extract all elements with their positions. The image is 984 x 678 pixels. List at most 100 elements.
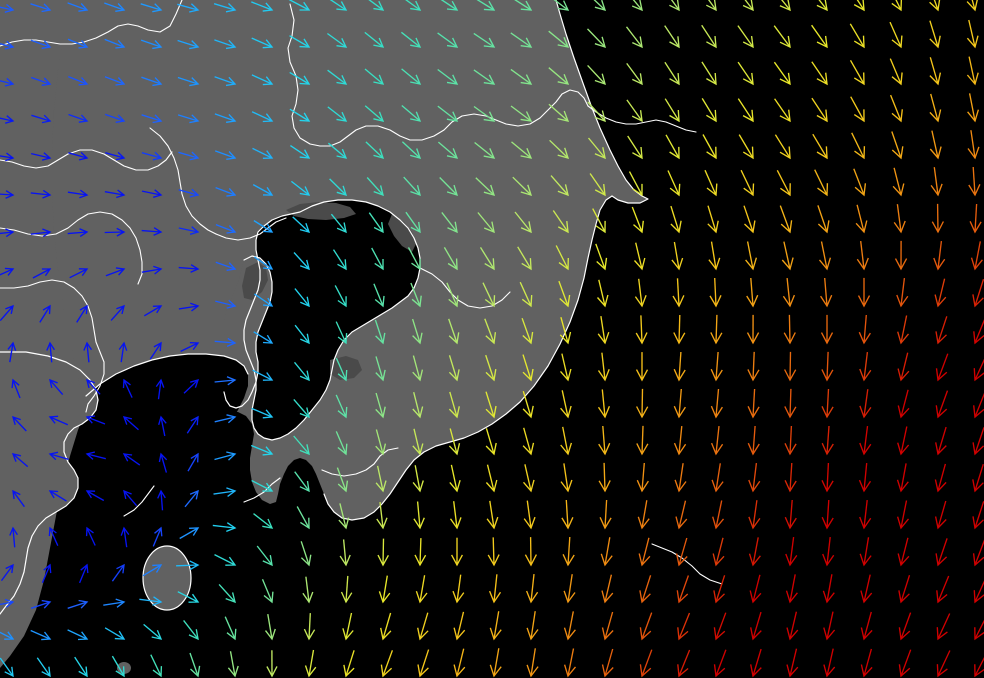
wind-arrow <box>0 40 15 50</box>
wind-arrow <box>821 388 834 419</box>
wind-arrow <box>709 277 722 308</box>
wind-arrow <box>293 252 310 271</box>
wind-arrow <box>177 591 200 603</box>
wind-arrow <box>453 611 466 641</box>
wind-arrow <box>364 31 385 48</box>
wind-arrow <box>561 499 574 530</box>
wind-arrow <box>596 279 609 308</box>
wind-arrow <box>180 342 200 353</box>
wind-arrow <box>104 227 126 237</box>
wind-arrow <box>817 205 830 234</box>
wind-arrow <box>289 71 311 85</box>
wind-arrow <box>187 452 199 472</box>
wind-arrow <box>251 479 274 492</box>
wind-arrow <box>67 189 89 199</box>
urban-area-chiba <box>388 214 416 252</box>
wind-arrow <box>476 0 496 11</box>
wind-arrow <box>489 648 502 678</box>
wind-arrow <box>929 57 942 86</box>
wind-arrow <box>936 575 950 604</box>
wind-arrow <box>708 241 721 271</box>
wind-arrow <box>177 3 200 13</box>
wind-arrow <box>820 277 833 308</box>
wind-arrow <box>292 216 311 233</box>
wind-arrow <box>706 0 717 12</box>
wind-arrow <box>859 352 872 382</box>
wind-arrow <box>86 378 101 395</box>
wind-arrow <box>139 596 163 606</box>
wind-arrow <box>85 526 96 546</box>
wind-arrow <box>85 451 106 460</box>
wind-arrow <box>822 537 835 567</box>
wind-arrow <box>0 152 15 162</box>
wind-arrow <box>934 278 947 308</box>
wind-arrow <box>858 314 871 345</box>
wind-arrow <box>85 415 106 425</box>
wind-arrow <box>858 463 872 493</box>
wind-arrow <box>821 351 834 382</box>
wind-arrow <box>677 649 691 678</box>
wind-arrow <box>118 341 128 363</box>
wind-arrow <box>437 68 459 85</box>
wind-arrow <box>548 67 570 85</box>
wind-arrow <box>889 21 903 49</box>
wind-arrow <box>974 656 984 678</box>
wind-arrow <box>330 213 347 234</box>
wind-arrow <box>674 463 687 493</box>
wind-arrow <box>122 453 141 466</box>
wind-arrow <box>141 151 163 161</box>
wind-arrow <box>253 331 274 344</box>
wind-arrow <box>782 278 796 308</box>
coastline-tokyo-bay <box>243 199 421 441</box>
wind-arrow <box>555 245 569 271</box>
wind-arrow <box>373 283 385 308</box>
wind-arrow <box>473 32 496 48</box>
wind-arrow <box>512 176 533 197</box>
wind-arrow <box>970 241 983 271</box>
wind-arrow <box>598 462 611 493</box>
wind-arrow <box>750 611 762 641</box>
wind-arrow <box>375 429 387 456</box>
wind-arrow <box>973 358 984 382</box>
wind-arrow <box>860 611 873 641</box>
wind-arrow <box>335 431 348 456</box>
wind-arrow <box>141 265 163 275</box>
wind-arrow <box>738 134 754 160</box>
wind-arrow <box>30 228 52 238</box>
wind-arrow <box>935 538 948 567</box>
wind-arrow <box>304 649 317 678</box>
wind-arrow <box>474 141 496 159</box>
wind-arrow <box>303 613 316 641</box>
wind-arrow <box>598 425 611 456</box>
wind-arrow <box>340 575 353 604</box>
wind-arrow <box>327 69 348 85</box>
wind-arrow <box>816 0 828 12</box>
wind-arrow <box>143 305 163 317</box>
wind-arrow <box>437 105 459 122</box>
tokyo-bay <box>244 200 420 440</box>
wind-arrow <box>473 69 496 85</box>
wind-arrow <box>31 114 52 124</box>
wind-arrow <box>485 428 497 456</box>
wind-arrow <box>405 211 421 234</box>
wind-arrow <box>111 655 125 678</box>
wind-arrow <box>639 649 653 678</box>
wind-arrow <box>0 267 15 276</box>
wind-arrow <box>184 489 199 508</box>
wind-arrow <box>811 24 828 49</box>
wind-arrow <box>636 462 649 493</box>
wind-arrow <box>785 537 798 567</box>
wind-arrow <box>336 467 349 493</box>
wind-arrow <box>103 598 126 608</box>
wind-arrow <box>897 352 910 382</box>
wind-arrow <box>972 278 984 308</box>
wind-arrow <box>972 501 984 530</box>
wind-arrow <box>39 304 51 323</box>
wind-arrow <box>635 315 648 345</box>
wind-arrow <box>475 177 496 196</box>
wind-arrow <box>443 247 458 271</box>
wind-arrow <box>448 391 460 419</box>
wind-arrow <box>254 256 274 270</box>
wind-arrow <box>338 503 350 530</box>
wind-arrow <box>69 268 89 279</box>
